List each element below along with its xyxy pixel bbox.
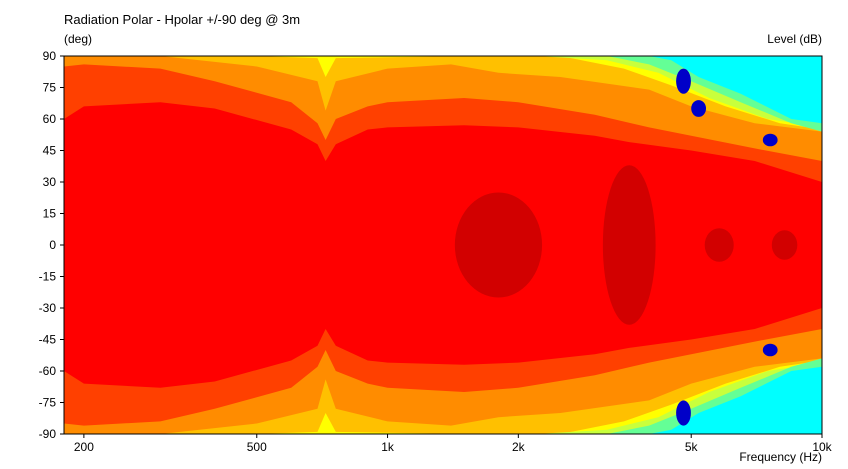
y-tick-label: -45	[39, 333, 57, 347]
contour-level-4-bottom	[64, 358, 822, 434]
contour-group	[64, 56, 822, 434]
y-axis-label: (deg)	[64, 32, 93, 46]
x-tick-label: 10k	[812, 440, 832, 454]
axes: 90 75 60 45 30 15 0 -15 -30 -45 -60 -75 -90 200 500 1k 2…	[39, 49, 833, 454]
y-tick-label: -90	[39, 427, 57, 441]
y-tick-label: -30	[39, 301, 57, 315]
hotspot-3	[771, 230, 798, 260]
y-tick-label: -15	[39, 270, 57, 284]
y-tick-label: 45	[43, 144, 57, 158]
y-tick-label: -60	[39, 364, 57, 378]
x-tick-label: 500	[247, 440, 267, 454]
y-tick-label: -75	[39, 396, 57, 410]
y-tick-label: 15	[43, 207, 57, 221]
plot-area	[64, 56, 822, 434]
y-tick-label: 90	[43, 49, 57, 63]
contour-level-8-bottom	[64, 366, 822, 434]
y-tick-label: 0	[49, 238, 56, 252]
hotspot-6	[762, 133, 778, 147]
hotspot-7	[676, 400, 691, 426]
x-tick-label: 5k	[685, 440, 699, 454]
x-tick-label: 200	[74, 440, 94, 454]
level-unit-label: Level (dB)	[767, 32, 822, 46]
hotspot-5	[691, 100, 707, 117]
y-tick-label: 75	[43, 81, 57, 95]
contour-level-8-top	[64, 56, 822, 124]
y-tick-label: 30	[43, 175, 57, 189]
hotspot-4	[676, 68, 691, 94]
contour-level-4-top	[64, 56, 822, 132]
hotspot-0	[454, 192, 543, 298]
hotspot-8	[762, 343, 778, 357]
x-tick-label: 1k	[381, 440, 395, 454]
chart-title: Radiation Polar - Hpolar +/-90 deg @ 3m	[64, 12, 301, 27]
hotspot-2	[704, 228, 734, 262]
y-tick-label: 60	[43, 112, 57, 126]
hotspot-1	[602, 165, 656, 325]
x-axis-label: Frequency (Hz)	[739, 450, 822, 464]
x-tick-label: 2k	[512, 440, 526, 454]
